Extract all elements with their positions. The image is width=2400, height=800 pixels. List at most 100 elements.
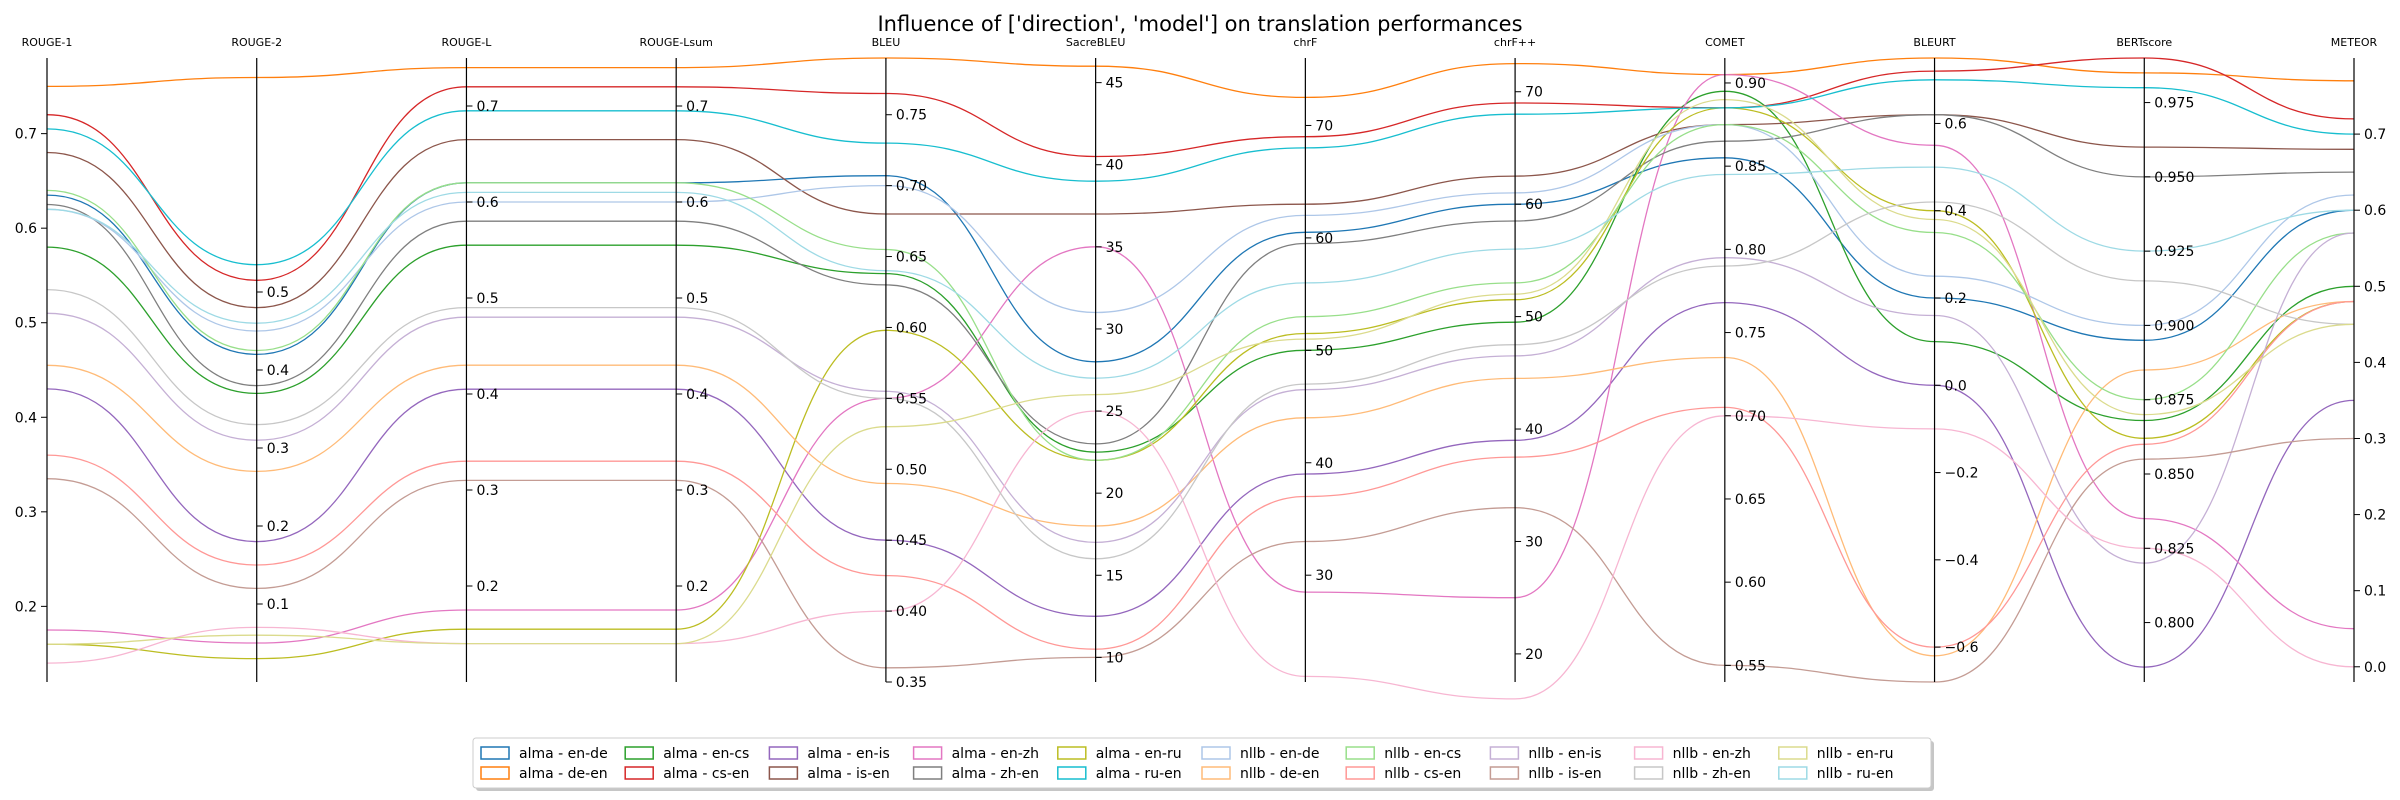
tick-label: 0.800 [2154,616,2194,632]
tick-label: 0.6 [476,195,498,211]
legend-label: alma - en-zh [952,746,1039,762]
legend-swatch [1633,766,1664,780]
tick-label: −0.2 [1945,466,1979,482]
tick-label: 0.2 [267,519,289,535]
tick-label: −0.4 [1945,553,1979,569]
series-line-nllb-en-zh [46,410,2355,700]
tick-label: 0.6 [2364,203,2386,219]
axis-meteor: METEOR 0.0 0.1 0.2 0.3 0.4 0.5 0.6 0.7 [2331,36,2386,682]
legend-swatch [624,766,654,780]
series-line-alma-ru-en [46,79,2355,266]
legend-label: alma - en-cs [663,746,749,762]
legend-item-alma-zh-en: alma - zh-en [912,766,1039,782]
legend-item-alma-de-en: alma - de-en [480,766,608,782]
tick-label: 0.0 [1945,378,1967,394]
tick-label: 0.6 [15,221,37,237]
legend-label: nllb - zh-en [1673,766,1751,782]
legend-swatch [1057,766,1087,780]
legend-label: alma - en-is [807,746,889,762]
legend-swatch [1633,746,1664,760]
tick-label: −0.6 [1945,640,1979,656]
legend-swatch [480,766,510,780]
tick-label: 0.60 [1735,575,1766,591]
tick-label: 35 [1106,240,1124,256]
tick-label: 0.40 [896,604,927,620]
legend-swatch [1778,766,1808,780]
tick-label: 0.7 [2364,127,2386,143]
tick-label: 0.60 [896,320,927,336]
tick-label: 60 [1525,197,1543,213]
tick-label: 0.4 [1945,204,1967,220]
tick-label: 40 [1106,158,1124,174]
tick-label: 0.875 [2154,393,2194,409]
legend-swatch [1489,766,1520,780]
tick-label: 45 [1106,76,1124,92]
series-line-alma-de-en [46,57,2355,99]
chart-title: Influence of ['direction', 'model'] on t… [877,12,1522,36]
tick-label: 50 [1525,310,1543,326]
tick-label: 0.3 [267,441,289,457]
legend: alma - en-de alma - de-en alma - en-cs alma… [472,737,1934,791]
legend-label: nllb - en-de [1240,746,1320,762]
tick-label: 15 [1106,568,1124,584]
legend-item-nllb-en-cs: nllb - en-cs [1345,746,1461,762]
legend-item-nllb-zh-en: nllb - zh-en [1633,766,1751,782]
tick-label: 20 [1106,486,1124,502]
tick-label: 0.2 [15,599,37,615]
axis-name: ROUGE-L [441,36,492,49]
tick-label: 0.75 [1735,326,1766,342]
tick-label: 0.70 [1735,409,1766,425]
series-line-nllb-cs-en [46,300,2355,650]
axis-name: SacreBLEU [1066,36,1126,49]
tick-label: 0.3 [686,483,708,499]
legend-item-alma-en-is: alma - en-is [768,746,890,762]
legend-label: alma - cs-en [663,766,749,782]
tick-label: 70 [1525,85,1543,101]
legend-label: nllb - ru-en [1817,766,1894,782]
legend-swatch [1489,746,1520,760]
axis-name: BERTscore [2116,36,2172,49]
tick-label: 0.5 [2364,279,2386,295]
tick-label: 0.55 [1735,658,1766,674]
tick-label: 0.4 [267,363,289,379]
tick-label: 0.45 [896,533,927,549]
tick-label: 30 [1315,568,1333,584]
axis-name: COMET [1705,36,1745,49]
tick-label: 0.1 [2364,584,2386,600]
tick-label: 0.55 [896,391,927,407]
legend-item-alma-cs-en: alma - cs-en [624,766,749,782]
legend-swatch [624,746,654,760]
legend-item-nllb-ru-en: nllb - ru-en [1778,766,1894,782]
tick-label: 0.65 [896,250,927,266]
tick-label: 0.4 [15,410,37,426]
legend-swatch [912,746,943,760]
axis-comet: COMET 0.55 0.60 0.65 0.70 0.75 0.80 0.85 0.90 [1705,36,1766,682]
tick-label: 0.850 [2154,467,2194,483]
tick-label: 20 [1525,647,1543,663]
tick-label: 10 [1106,650,1124,666]
axis-rouge-2: ROUGE-2 0.1 0.2 0.3 0.4 0.5 [231,36,289,682]
series-line-alma-cs-en [46,57,2355,281]
legend-label: alma - de-en [519,766,608,782]
axis-sacrebleu: SacreBLEU 10 15 20 25 30 35 40 45 [1066,36,1126,682]
axis-name: BLEURT [1913,36,1956,49]
legend-item-alma-en-ru: alma - en-ru [1057,746,1182,762]
tick-label: 0.3 [2364,431,2386,447]
series-line-nllb-ru-en [46,166,2355,379]
tick-label: 0.6 [1945,116,1967,132]
legend-swatch [480,746,510,760]
tick-label: 0.5 [15,316,37,332]
tick-label: 30 [1106,322,1124,338]
tick-label: 25 [1106,404,1124,420]
tick-label: 0.4 [2364,355,2386,371]
legend-swatch [912,766,943,780]
legend-item-alma-en-zh: alma - en-zh [912,746,1039,762]
legend-label: nllb - en-is [1528,746,1601,762]
tick-label: 0.975 [2154,96,2194,112]
tick-label: 0.85 [1735,159,1766,175]
legend-swatch [1201,766,1231,780]
tick-label: 0.5 [686,291,708,307]
legend-item-nllb-is-en: nllb - is-en [1489,766,1602,782]
axis-name: ROUGE-2 [231,36,282,49]
